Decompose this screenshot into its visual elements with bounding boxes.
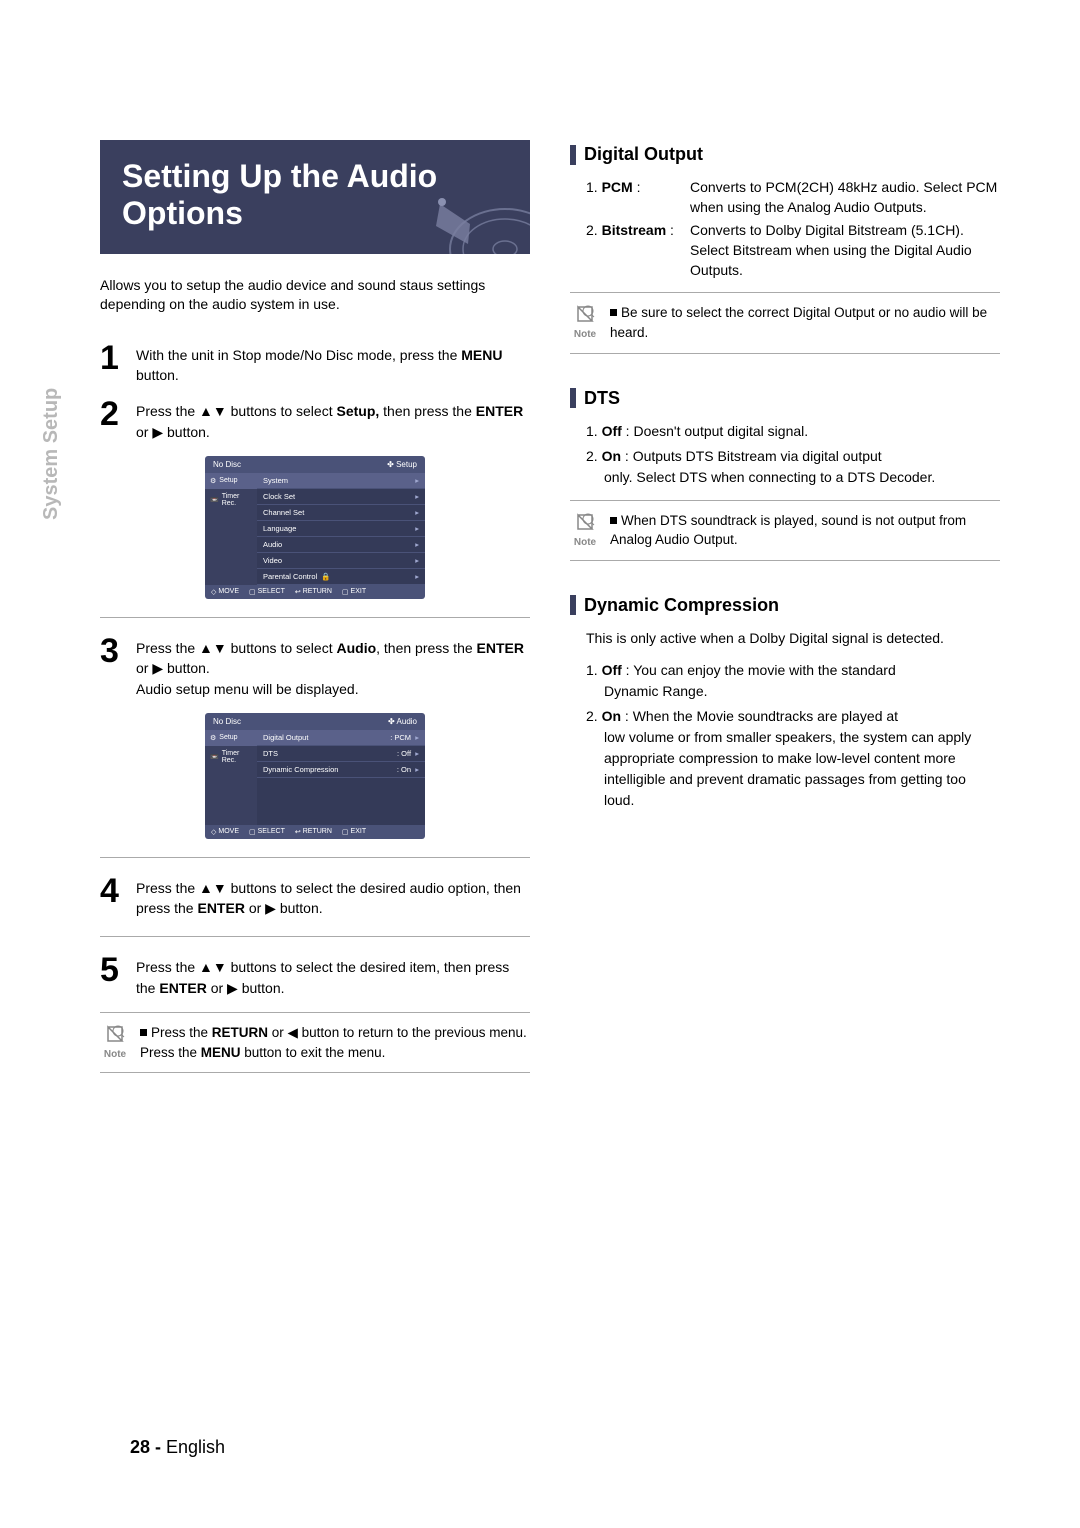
- menu-row: Audio▸: [257, 537, 425, 553]
- step-number: 5: [100, 955, 124, 998]
- option-dyncomp-off: 1. Off : You can enjoy the movie with th…: [586, 660, 1000, 702]
- option-bitstream: 2. Bitstream : Converts to Dolby Digital…: [586, 220, 1000, 281]
- note-label: Note: [574, 329, 596, 340]
- menu-row: DTS: Off ▸: [257, 746, 425, 762]
- menu-breadcrumb: ✤ Audio: [388, 717, 417, 726]
- bullet-icon: [610, 517, 617, 524]
- step-2: 2 Press the ▲▼ buttons to select Setup, …: [100, 399, 530, 442]
- step-number: 3: [100, 636, 124, 699]
- bullet-icon: [610, 309, 617, 316]
- page-number: 28 -: [130, 1437, 161, 1457]
- divider: [100, 857, 530, 858]
- menu-row: Dynamic Compression: On ▸: [257, 762, 425, 778]
- menu-screenshot-audio: No Disc ✤ Audio ⚙ Setup 📼 Timer Rec. Dig…: [205, 713, 425, 839]
- section-title: Dynamic Compression: [584, 595, 779, 616]
- page-lang: English: [161, 1437, 225, 1457]
- step-5: 5 Press the ▲▼ buttons to select the des…: [100, 955, 530, 998]
- note-label: Note: [104, 1049, 126, 1060]
- intro-text: Allows you to setup the audio device and…: [100, 276, 530, 315]
- menu-hint-select: ▢ SELECT: [249, 828, 285, 836]
- menu-side-setup: ⚙ Setup: [205, 730, 257, 746]
- note-icon: [574, 511, 596, 533]
- menu-screenshot-setup: No Disc ✤ Setup ⚙ Setup 📼 Timer Rec. Sys…: [205, 456, 425, 599]
- dyncomp-intro: This is only active when a Dolby Digital…: [586, 628, 1000, 648]
- section-title: Digital Output: [584, 144, 703, 165]
- section-bar-icon: [570, 388, 576, 408]
- page-footer: 28 - English: [130, 1437, 225, 1458]
- menu-status: No Disc: [213, 717, 241, 726]
- menu-breadcrumb: ✤ Setup: [387, 460, 417, 469]
- menu-hint-return: ↩ RETURN: [295, 828, 332, 836]
- note-icon: [574, 303, 596, 325]
- note-box: Note Be sure to select the correct Digit…: [570, 292, 1000, 353]
- section-bar-icon: [570, 595, 576, 615]
- option-dyncomp-on: 2. On : When the Movie soundtracks are p…: [586, 706, 1000, 811]
- menu-hint-exit: ▢ EXIT: [342, 828, 366, 836]
- menu-row: Parental Control 🔒▸: [257, 569, 425, 585]
- step-number: 4: [100, 876, 124, 919]
- section-title: DTS: [584, 388, 620, 409]
- bullet-icon: [140, 1029, 147, 1036]
- option-pcm: 1. PCM : Converts to PCM(2CH) 48kHz audi…: [586, 177, 1000, 218]
- step-4: 4 Press the ▲▼ buttons to select the des…: [100, 876, 530, 919]
- section-digital-output: Digital Output: [570, 144, 1000, 165]
- menu-side-timer: 📼 Timer Rec.: [205, 746, 257, 768]
- option-dts-on: 2. On : Outputs DTS Bitstream via digita…: [586, 446, 1000, 488]
- menu-row: System▸: [257, 473, 425, 489]
- menu-row: Video▸: [257, 553, 425, 569]
- title-box: Setting Up the Audio Options: [100, 140, 530, 254]
- section-dts: DTS: [570, 388, 1000, 409]
- step-text: Press the ▲▼ buttons to select the desir…: [136, 876, 530, 919]
- step-text: Press the ▲▼ buttons to select Audio, th…: [136, 636, 530, 699]
- menu-hint-select: ▢ SELECT: [249, 588, 285, 596]
- menu-hint-move: ◇ MOVE: [211, 828, 239, 836]
- step-text: Press the ▲▼ buttons to select the desir…: [136, 955, 530, 998]
- menu-row: Channel Set▸: [257, 505, 425, 521]
- menu-row: Digital Output: PCM ▸: [257, 730, 425, 746]
- section-bar-icon: [570, 145, 576, 165]
- note-label: Note: [574, 537, 596, 548]
- menu-row: Language▸: [257, 521, 425, 537]
- side-section-label: System Setup: [40, 388, 63, 520]
- step-text: With the unit in Stop mode/No Disc mode,…: [136, 343, 530, 386]
- menu-side-timer: 📼 Timer Rec.: [205, 489, 257, 511]
- step-text: Press the ▲▼ buttons to select Setup, th…: [136, 399, 530, 442]
- menu-hint-return: ↩ RETURN: [295, 588, 332, 596]
- divider: [100, 617, 530, 618]
- menu-status: No Disc: [213, 460, 241, 469]
- note-box: Note Press the RETURN or ◀ button to ret…: [100, 1012, 530, 1073]
- step-3: 3 Press the ▲▼ buttons to select Audio, …: [100, 636, 530, 699]
- divider: [100, 936, 530, 937]
- step-number: 1: [100, 343, 124, 386]
- page-title: Setting Up the Audio Options: [122, 158, 508, 232]
- step-number: 2: [100, 399, 124, 442]
- menu-hint-exit: ▢ EXIT: [342, 588, 366, 596]
- menu-hint-move: ◇ MOVE: [211, 588, 239, 596]
- note-icon: [104, 1023, 126, 1045]
- section-dynamic-compression: Dynamic Compression: [570, 595, 1000, 616]
- menu-row: Clock Set▸: [257, 489, 425, 505]
- step-1: 1 With the unit in Stop mode/No Disc mod…: [100, 343, 530, 386]
- menu-side-setup: ⚙ Setup: [205, 473, 257, 489]
- option-dts-off: 1. Off : Doesn't output digital signal.: [586, 421, 1000, 442]
- note-box: Note When DTS soundtrack is played, soun…: [570, 500, 1000, 561]
